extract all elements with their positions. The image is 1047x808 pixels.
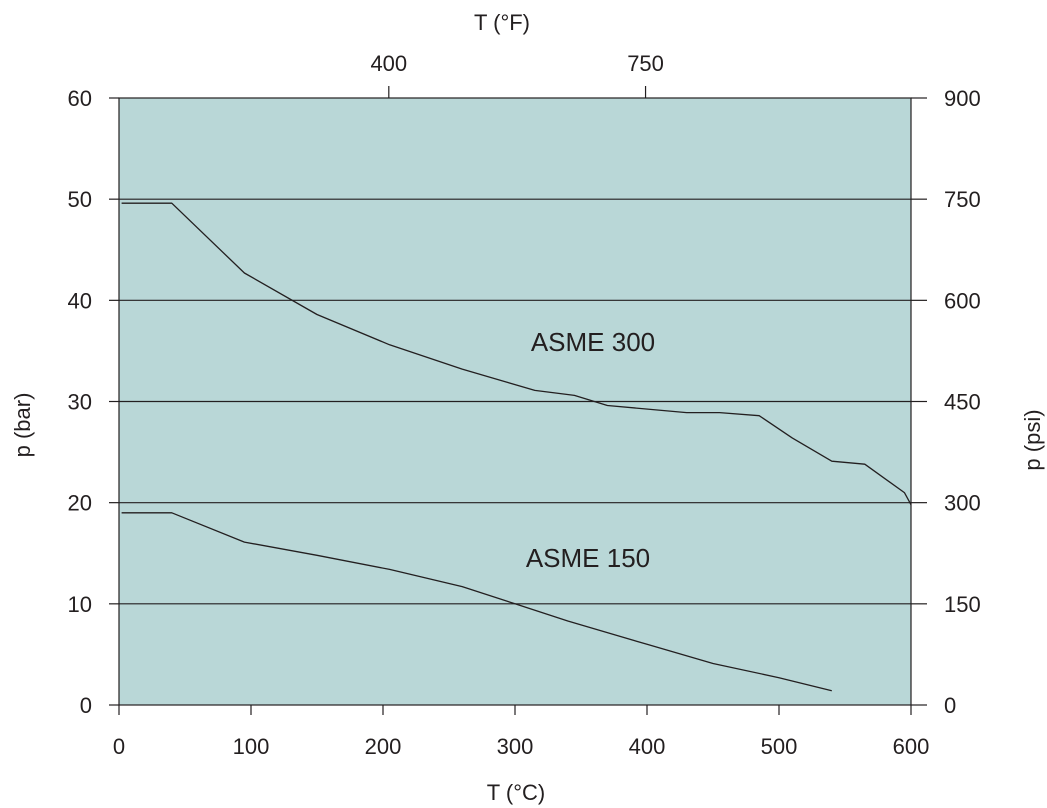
y2-tick-label-750: 750 [944,187,981,212]
x-axis-title: T (°C) [487,780,546,805]
data-point-asme-300-0 [121,202,123,204]
data-point-asme-150-3 [316,554,318,556]
data-point-asme-150-7 [567,620,569,622]
data-point-asme-300-8 [607,405,609,407]
bottom-axis-ticks: 0 100 200 300 400 500 600 [113,705,929,759]
series-label-asme-150: ASME 150 [526,543,650,573]
x-tick-label-400: 400 [629,734,666,759]
right-axis-title: p (psi) [1020,409,1045,470]
x-tick-label-0: 0 [113,734,125,759]
data-point-asme-300-11 [758,415,760,417]
data-point-asme-300-4 [389,344,391,346]
data-point-asme-150-6 [514,603,516,605]
data-point-asme-300-7 [574,395,576,397]
x-tick-label-200: 200 [365,734,402,759]
y2-tick-label-450: 450 [944,390,981,415]
data-point-asme-300-2 [244,272,246,274]
data-point-asme-150-0 [121,512,123,514]
y-tick-label-10: 10 [68,592,92,617]
x2-tick-label-750: 750 [627,51,664,76]
top-axis-title: T (°F) [474,10,530,35]
data-point-asme-150-1 [171,512,173,514]
data-point-asme-300-5 [461,368,463,370]
series-lines [121,202,912,692]
data-point-asme-300-9 [686,412,688,414]
y2-tick-label-900: 900 [944,86,981,111]
y2-tick-label-0: 0 [944,693,956,718]
y-tick-label-30: 30 [68,390,92,415]
data-point-asme-150-11 [831,690,833,692]
data-point-asme-300-15 [904,492,906,494]
y-tick-label-50: 50 [68,187,92,212]
x-tick-label-600: 600 [893,734,930,759]
y2-tick-label-150: 150 [944,592,981,617]
data-point-asme-150-10 [778,677,780,679]
left-axis-ticks: 0 10 20 30 40 50 60 [68,86,119,718]
y-tick-label-20: 20 [68,491,92,516]
data-point-asme-300-1 [171,202,173,204]
data-point-asme-150-8 [646,644,648,646]
data-point-asme-300-6 [534,390,536,392]
right-axis-ticks: 0 150 300 450 600 750 900 [911,86,981,718]
data-point-asme-300-3 [316,314,318,316]
data-point-asme-150-5 [461,586,463,588]
y2-tick-label-600: 600 [944,288,981,313]
data-point-asme-300-13 [831,460,833,462]
data-point-asme-300-12 [791,437,793,439]
top-axis-ticks: 400 750 [370,51,664,98]
y2-tick-label-300: 300 [944,491,981,516]
x2-tick-label-400: 400 [370,51,407,76]
series-line-asme-300 [121,202,912,506]
series-label-asme-300: ASME 300 [531,327,655,357]
data-point-asme-300-14 [864,463,866,465]
data-point-asme-150-4 [389,569,391,571]
x-tick-label-500: 500 [761,734,798,759]
x-tick-label-100: 100 [233,734,270,759]
data-point-asme-150-2 [244,541,246,543]
y-tick-label-60: 60 [68,86,92,111]
data-point-asme-300-10 [719,412,721,414]
gridlines [119,198,911,605]
y-tick-label-40: 40 [68,288,92,313]
y-axis-title: p (bar) [10,393,35,458]
x-tick-label-300: 300 [497,734,534,759]
y-tick-label-0: 0 [80,693,92,718]
data-point-asme-150-9 [712,663,714,665]
series-line-asme-150 [121,512,832,692]
